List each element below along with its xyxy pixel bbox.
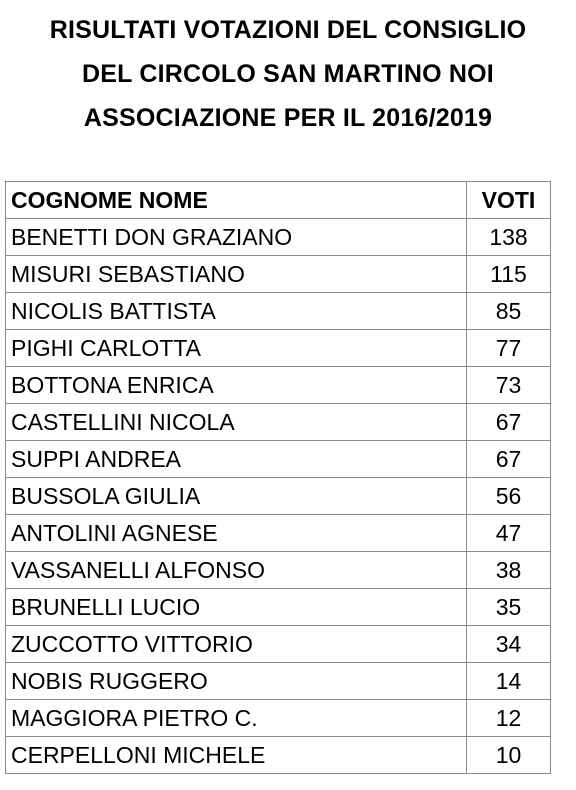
candidate-name: MAGGIORA PIETRO C. — [5, 699, 467, 737]
table-header-row: COGNOME NOME VOTI — [5, 181, 551, 219]
table-row: PIGHI CARLOTTA 77 — [5, 329, 551, 367]
results-table: COGNOME NOME VOTI BENETTI DON GRAZIANO 13… — [5, 181, 551, 774]
table-row: BRUNELLI LUCIO 35 — [5, 588, 551, 626]
title-line-2: DEL CIRCOLO SAN MARTINO NOI — [82, 60, 494, 88]
candidate-votes: 77 — [466, 329, 551, 367]
table-row: SUPPI ANDREA 67 — [5, 440, 551, 478]
table-row: MAGGIORA PIETRO C. 12 — [5, 699, 551, 737]
candidate-name: NOBIS RUGGERO — [5, 662, 467, 700]
candidate-name: BUSSOLA GIULIA — [5, 477, 467, 515]
table-row: VASSANELLI ALFONSO 38 — [5, 551, 551, 589]
table-row: NICOLIS BATTISTA 85 — [5, 292, 551, 330]
table-body: BENETTI DON GRAZIANO 138 MISURI SEBASTIANO… — [5, 218, 551, 774]
table-row: NOBIS RUGGERO 14 — [5, 662, 551, 700]
candidate-votes: 34 — [466, 625, 551, 663]
candidate-votes: 73 — [466, 366, 551, 404]
header-name: COGNOME NOME — [5, 181, 467, 219]
table-row: BOTTONA ENRICA 73 — [5, 366, 551, 404]
title-line-1: RISULTATI VOTAZIONI DEL CONSIGLIO — [49, 16, 527, 44]
candidate-name: MISURI SEBASTIANO — [5, 255, 467, 293]
candidate-votes: 67 — [466, 440, 551, 478]
candidate-name: BOTTONA ENRICA — [5, 366, 467, 404]
header-votes: VOTI — [466, 181, 551, 219]
candidate-votes: 85 — [466, 292, 551, 330]
candidate-votes: 38 — [466, 551, 551, 589]
candidate-name: VASSANELLI ALFONSO — [5, 551, 467, 589]
candidate-name: CERPELLONI MICHELE — [5, 736, 467, 774]
candidate-votes: 12 — [466, 699, 551, 737]
table-row: BUSSOLA GIULIA 56 — [5, 477, 551, 515]
candidate-votes: 67 — [466, 403, 551, 441]
table-row: CERPELLONI MICHELE 10 — [5, 736, 551, 774]
table-row: ZUCCOTTO VITTORIO 34 — [5, 625, 551, 663]
candidate-name: ANTOLINI AGNESE — [5, 514, 467, 552]
table-row: CASTELLINI NICOLA 67 — [5, 403, 551, 441]
title-line-3: ASSOCIAZIONE PER IL 2016/2019 — [83, 104, 493, 132]
candidate-votes: 35 — [466, 588, 551, 626]
candidate-name: BENETTI DON GRAZIANO — [5, 218, 467, 256]
candidate-votes: 10 — [466, 736, 551, 774]
document-title: RISULTATI VOTAZIONI DEL CONSIGLIO DEL CI… — [0, 8, 576, 140]
candidate-votes: 47 — [466, 514, 551, 552]
candidate-name: NICOLIS BATTISTA — [5, 292, 467, 330]
candidate-votes: 138 — [466, 218, 551, 256]
candidate-votes: 14 — [466, 662, 551, 700]
candidate-name: PIGHI CARLOTTA — [5, 329, 467, 367]
table-row: BENETTI DON GRAZIANO 138 — [5, 218, 551, 256]
candidate-name: ZUCCOTTO VITTORIO — [5, 625, 467, 663]
candidate-votes: 56 — [466, 477, 551, 515]
candidate-votes: 115 — [466, 255, 551, 293]
table-row: MISURI SEBASTIANO 115 — [5, 255, 551, 293]
table-row: ANTOLINI AGNESE 47 — [5, 514, 551, 552]
candidate-name: BRUNELLI LUCIO — [5, 588, 467, 626]
candidate-name: SUPPI ANDREA — [5, 440, 467, 478]
candidate-name: CASTELLINI NICOLA — [5, 403, 467, 441]
